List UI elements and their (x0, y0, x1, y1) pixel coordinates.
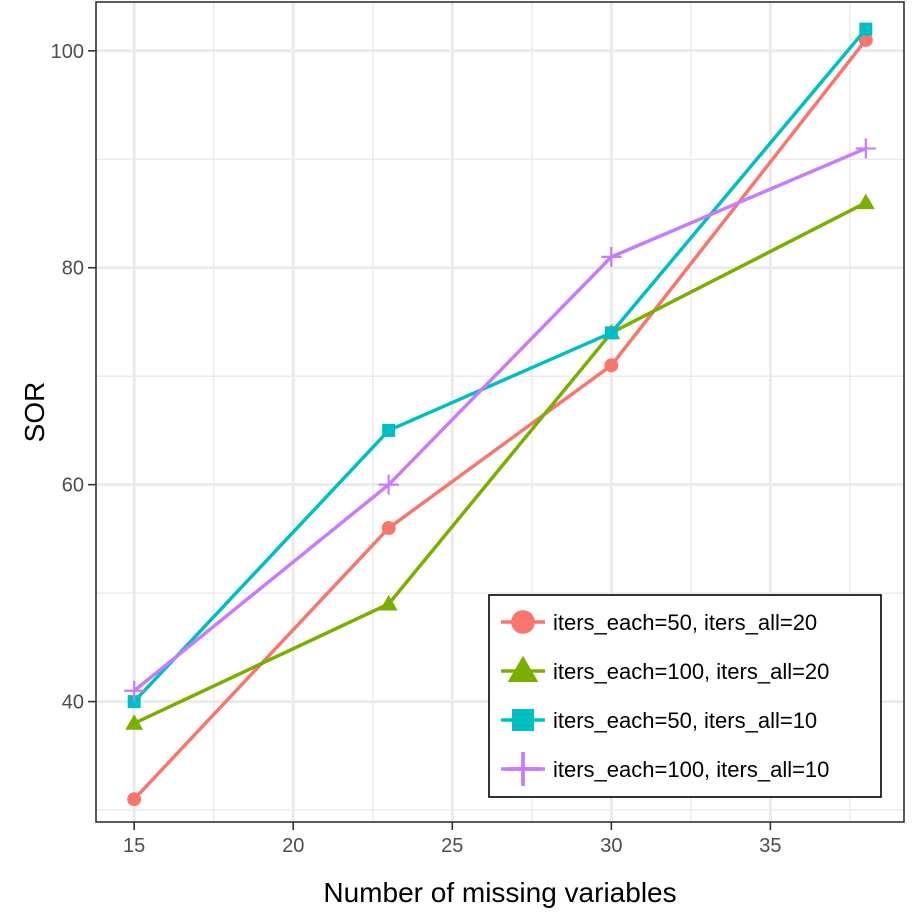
legend-marker (511, 708, 535, 732)
legend-label: iters_each=100, iters_all=20 (553, 659, 829, 684)
plot-panel-border (95, 1, 905, 823)
series-line (133, 201, 867, 725)
legend: iters_each=50, iters_all=20 iters_each=10… (488, 594, 882, 798)
x-tick-label: 15 (123, 835, 145, 857)
legend-label: iters_each=100, iters_all=10 (553, 757, 829, 782)
legend-marker (507, 655, 539, 683)
x-tick-label: 30 (600, 835, 622, 857)
legend-item: iters_each=50, iters_all=20 (501, 610, 817, 635)
data-point (604, 358, 619, 373)
series-line (133, 146, 867, 693)
legend-label: iters_each=50, iters_all=20 (553, 610, 817, 635)
legend-item: iters_each=100, iters_all=20 (501, 655, 829, 684)
legend-item: iters_each=100, iters_all=10 (501, 752, 829, 786)
series-3 (127, 22, 873, 709)
data-point (379, 594, 398, 611)
data-point (856, 193, 875, 210)
y-tick-label: 80 (62, 258, 84, 280)
legend-marker (506, 752, 540, 786)
y-axis-title: SOR (19, 382, 50, 443)
x-tick-label: 35 (759, 835, 781, 857)
legend-label: iters_each=50, iters_all=10 (553, 708, 817, 733)
data-point (382, 423, 396, 437)
y-tick-label: 60 (62, 475, 84, 497)
data-point (601, 246, 622, 267)
data-point (604, 326, 618, 340)
axis-ticks: 15 20 25 30 35 40 60 80 100 (51, 41, 782, 857)
legend-box (488, 594, 882, 798)
x-tick-label: 20 (282, 835, 304, 857)
data-point (859, 22, 873, 36)
data-point (124, 680, 145, 701)
series-4 (124, 138, 876, 701)
series-layer (124, 22, 876, 807)
data-point (127, 695, 141, 709)
data-point (127, 792, 142, 807)
legend-marker (511, 610, 535, 634)
legend-item: iters_each=50, iters_all=10 (501, 708, 817, 733)
data-point (855, 138, 876, 159)
data-point (858, 32, 873, 47)
x-tick-label: 25 (441, 835, 463, 857)
data-point (381, 521, 396, 536)
series-line (132, 27, 868, 703)
y-tick-label: 100 (51, 41, 84, 63)
data-point (378, 474, 399, 495)
y-tick-label: 40 (62, 692, 84, 714)
x-axis-title: Number of missing variables (323, 877, 676, 908)
data-point (125, 714, 144, 730)
